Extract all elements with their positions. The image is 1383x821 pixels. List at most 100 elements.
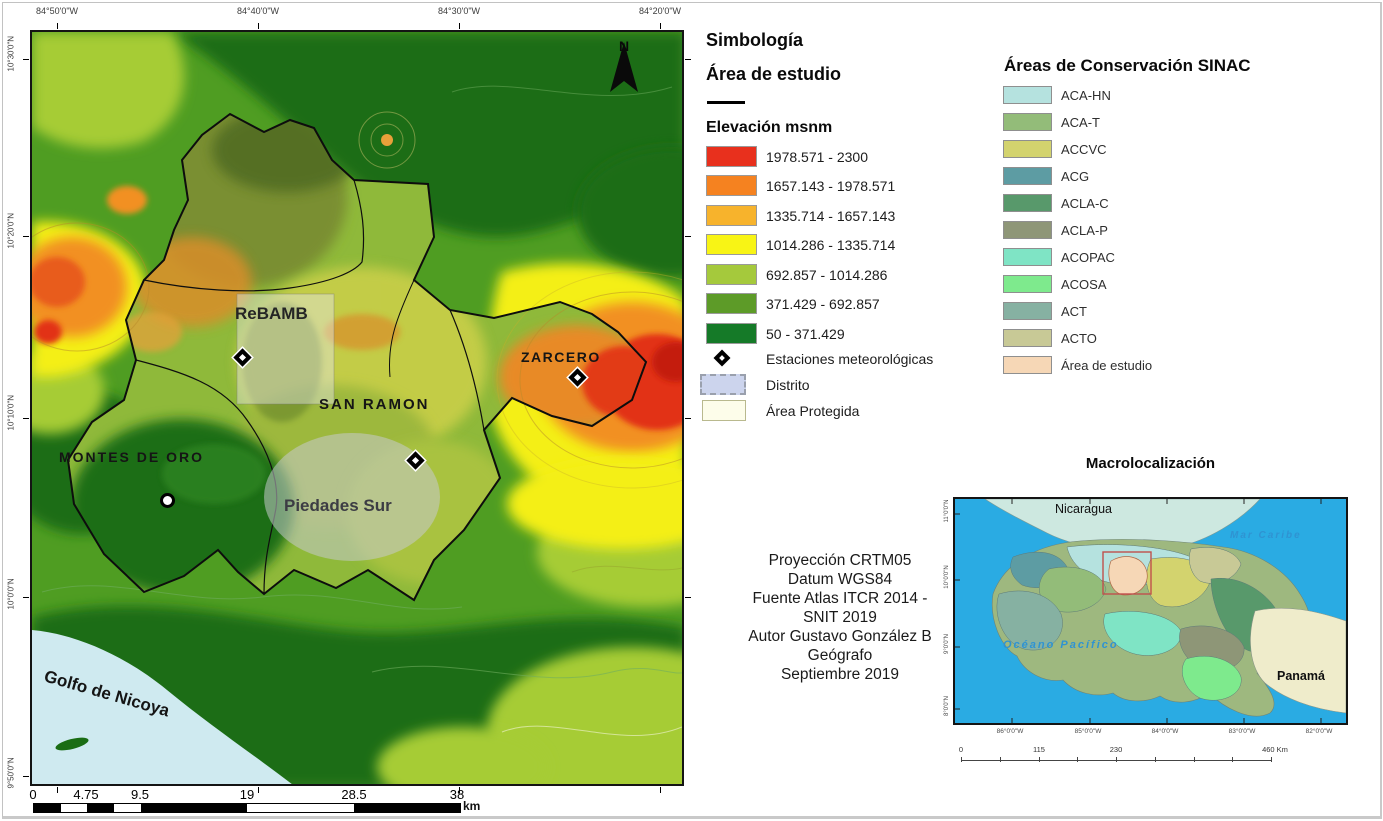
axis-tick: [23, 418, 29, 419]
elevation-range: 50 - 371.429: [766, 326, 845, 342]
north-arrow-icon: [610, 42, 638, 92]
sinac-label: ACT: [1061, 304, 1087, 319]
lon-tick-label: 84°30'0"W: [437, 6, 481, 16]
inset-scale-label: 115: [1033, 745, 1045, 754]
axis-tick: [23, 59, 29, 60]
north-arrow: N: [602, 38, 646, 116]
elevation-range: 1657.143 - 1978.571: [766, 178, 896, 194]
main-map: N ReBAMB SAN RAMON ZARCERO MONTES DE ORO…: [30, 30, 684, 786]
inset-scale-tick: [1271, 757, 1272, 762]
sinac-swatch: [1003, 275, 1052, 293]
elevation-range: 371.429 - 692.857: [766, 296, 880, 312]
label-zarcero: ZARCERO: [521, 349, 601, 365]
sinac-swatch: [1003, 113, 1052, 131]
inset-lon-label: 86°0'0"W: [996, 728, 1024, 735]
stations-legend-label: Estaciones meteorológicas: [766, 351, 934, 367]
inset-title: Macrolocalización: [1085, 455, 1216, 472]
elevation-swatch: [706, 205, 757, 226]
scale-label: 4.75: [73, 787, 99, 802]
axis-tick: [57, 787, 58, 793]
lat-tick-label: 10°20'0"N: [6, 212, 16, 249]
axis-tick: [685, 597, 691, 598]
sinac-label: Área de estudio: [1061, 358, 1153, 373]
credit-datum: Datum WGS84: [787, 571, 893, 588]
inset-scale-tick: [1039, 757, 1040, 762]
axis-tick: [258, 787, 259, 793]
axis-tick: [23, 236, 29, 237]
inset-lon-label: 85°0'0"W: [1074, 728, 1102, 735]
elevation-swatch: [706, 264, 757, 285]
inset-scale-tick: [1232, 757, 1233, 762]
elevation-swatch: [706, 234, 757, 255]
station-marker-montes-de-oro: [160, 493, 175, 508]
sinac-label: ACG: [1061, 169, 1090, 184]
terrain-art: [32, 32, 682, 784]
axis-tick: [459, 23, 460, 29]
sinac-swatch: [1003, 86, 1052, 104]
axis-tick: [459, 787, 460, 793]
inset-lat-label: 8°0'0"N: [944, 695, 950, 717]
scale-label: 0: [29, 787, 37, 802]
inset-label-nicaragua: Nicaragua: [1055, 502, 1112, 516]
axis-tick: [660, 23, 661, 29]
elevation-swatch: [706, 175, 757, 196]
inset-scale-tick: [1116, 757, 1117, 762]
sinac-swatch: [1003, 167, 1052, 185]
axis-tick: [23, 597, 29, 598]
lon-tick-label: 84°50'0"W: [35, 6, 79, 16]
sinac-legend-title: Áreas de Conservación SINAC: [1004, 56, 1251, 75]
inset-label-oceano-pacifico: Océano Pacífico: [1003, 639, 1119, 651]
inset-scale-tick: [1077, 757, 1078, 762]
scale-label: 38: [449, 787, 465, 802]
sinac-label: ACA-T: [1061, 115, 1100, 130]
inset-label-panama: Panamá: [1277, 669, 1325, 683]
axis-tick: [258, 23, 259, 29]
inset-scale-label: 0: [958, 745, 964, 754]
label-san-ramon: SAN RAMON: [319, 396, 430, 413]
area-protegida-legend-label: Área Protegida: [766, 403, 860, 419]
lat-tick-label: 9°50'0"N: [6, 757, 16, 789]
credit-date: Septiembre 2019: [780, 666, 900, 683]
inset-scale-tick: [1155, 757, 1156, 762]
scale-label: 28.5: [341, 787, 367, 802]
inset-scale-label: 460 Km: [1262, 745, 1288, 754]
inset-lon-label: 82°0'0"W: [1305, 728, 1333, 735]
label-rebamb: ReBAMB: [235, 304, 308, 323]
sinac-label: ACCVC: [1061, 142, 1107, 157]
elevation-swatch: [706, 323, 757, 344]
area-protegida-swatch: [702, 400, 746, 421]
lat-tick-label: 10°30'0"N: [6, 35, 16, 72]
lon-tick-label: 84°40'0"W: [236, 6, 280, 16]
axis-tick: [23, 776, 29, 777]
label-montes-de-oro: MONTES DE ORO: [59, 449, 205, 465]
inset-lon-label: 83°0'0"W: [1228, 728, 1256, 735]
sinac-label: ACA-HN: [1061, 88, 1111, 103]
inset-scale-label: 230: [1109, 745, 1123, 754]
axis-tick: [57, 23, 58, 29]
inset-scale-tick: [961, 757, 962, 762]
elevation-range: 1978.571 - 2300: [766, 149, 868, 165]
elevation-legend-title: Elevación msnm: [706, 119, 833, 136]
scale-bar: [33, 803, 461, 813]
distrito-swatch: [700, 374, 746, 395]
axis-tick: [660, 787, 661, 793]
sinac-label: ACOSA: [1061, 277, 1107, 292]
inset-label-mar-caribe: Mar Caribe: [1230, 530, 1302, 541]
inset-lat-label: 11°0'0"N: [944, 499, 950, 523]
credit-source-1: Fuente Atlas ITCR 2014 -: [752, 590, 928, 607]
sinac-label: ACTO: [1061, 331, 1097, 346]
inset-lat-label: 10°0'0"N: [944, 565, 950, 589]
lat-tick-label: 10°0'0"N: [6, 578, 16, 610]
sinac-swatch: [1003, 302, 1052, 320]
legend-study-area-title: Área de estudio: [706, 64, 842, 84]
scale-label: 19: [239, 787, 255, 802]
elevation-swatch: [706, 293, 757, 314]
inset-scale-tick: [1194, 757, 1195, 762]
inset-lon-label: 84°0'0"W: [1151, 728, 1179, 735]
elevation-range: 692.857 - 1014.286: [766, 267, 888, 283]
inset-lat-label: 9°0'0"N: [944, 633, 950, 655]
sinac-label: ACLA-C: [1061, 196, 1109, 211]
sinac-label: ACLA-P: [1061, 223, 1108, 238]
credit-role: Geógrafo: [807, 647, 873, 664]
